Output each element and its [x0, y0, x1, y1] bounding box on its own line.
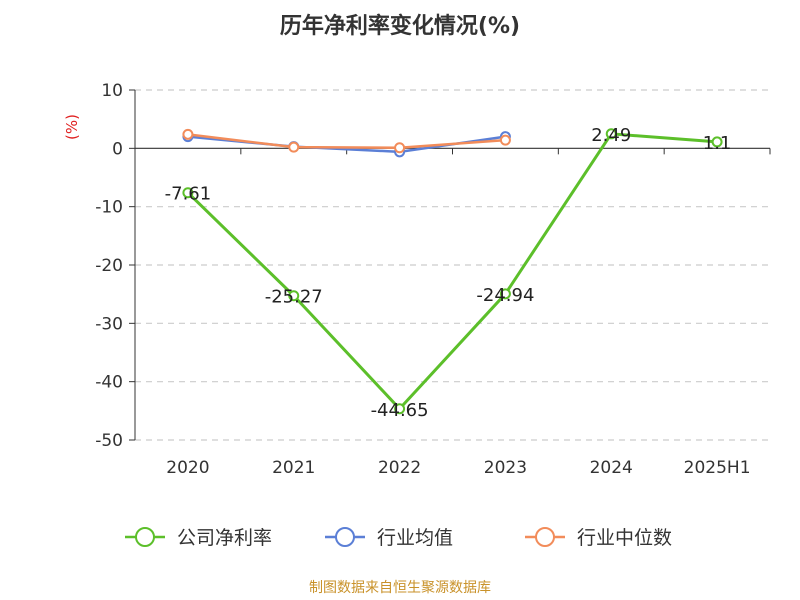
legend-marker	[135, 527, 155, 547]
y-tick-label: 0	[112, 139, 123, 159]
y-tick-label: 10	[101, 81, 123, 101]
y-tick-label: -30	[95, 314, 123, 334]
legend: 公司净利率 行业均值 行业中位数	[125, 527, 672, 549]
axes: 10 0 -10 -20 -30 -40 -50 2020 2021 2022 2023 2024 20…	[95, 81, 771, 478]
series-line	[186, 132, 718, 411]
x-tick-label: 2024	[590, 458, 633, 478]
x-tick-label: 2022	[378, 458, 421, 478]
series-line	[187, 133, 506, 149]
y-tick-label: -10	[95, 198, 123, 218]
x-tick-label: 2021	[272, 458, 315, 478]
data-point	[605, 128, 617, 140]
data-label: -7.61	[165, 184, 212, 205]
x-tick-label: 2020	[166, 458, 209, 478]
data-point	[288, 290, 300, 302]
legend-label: 行业中位数	[577, 527, 672, 549]
data-point	[288, 141, 300, 153]
data-point	[182, 128, 194, 140]
data-labels: -7.61 -25.27 -44.65 -24.94 2.49 1.1	[165, 125, 732, 421]
x-tick-label: 2023	[484, 458, 527, 478]
data-label: -25.27	[265, 287, 323, 308]
data-label: -24.94	[476, 285, 534, 306]
data-point	[711, 136, 723, 148]
x-tick-label: 2025H1	[684, 458, 751, 478]
data-label: 1.1	[703, 133, 732, 154]
y-tick-label: -20	[95, 256, 123, 276]
legend-label: 行业均值	[377, 527, 453, 549]
data-point	[499, 288, 511, 300]
data-point	[394, 142, 406, 154]
series-lines	[182, 128, 723, 415]
grid-lines	[135, 89, 770, 441]
chart-title: 历年净利率变化情况(%)	[280, 13, 520, 39]
legend-marker	[335, 527, 355, 547]
data-point	[499, 134, 511, 146]
data-point	[182, 187, 194, 199]
legend-marker	[535, 527, 555, 547]
footer-source: 制图数据来自恒生聚源数据库	[309, 580, 491, 596]
data-point	[394, 403, 406, 415]
data-label: -44.65	[371, 400, 429, 421]
y-tick-label: -40	[95, 373, 123, 393]
legend-label: 公司净利率	[177, 527, 272, 549]
y-axis-unit: (%)	[63, 114, 81, 140]
y-tick-label: -50	[95, 431, 123, 451]
data-label: 2.49	[591, 125, 631, 146]
